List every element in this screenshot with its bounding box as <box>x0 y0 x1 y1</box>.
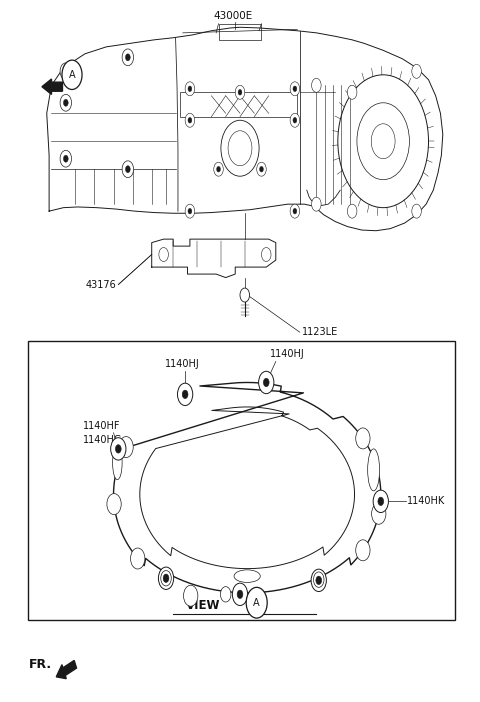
Text: VIEW: VIEW <box>186 599 221 612</box>
Circle shape <box>311 569 326 592</box>
Circle shape <box>348 204 357 218</box>
Text: 1140HJ: 1140HJ <box>165 359 200 369</box>
Circle shape <box>262 248 271 262</box>
Circle shape <box>313 572 324 588</box>
Circle shape <box>63 99 68 106</box>
Circle shape <box>412 204 421 218</box>
Circle shape <box>240 288 250 302</box>
Ellipse shape <box>113 446 122 479</box>
Circle shape <box>161 571 171 586</box>
Circle shape <box>116 444 121 453</box>
Circle shape <box>257 162 266 176</box>
Circle shape <box>125 54 130 61</box>
Circle shape <box>293 208 297 214</box>
Circle shape <box>158 567 174 590</box>
Circle shape <box>214 162 223 176</box>
Circle shape <box>220 587 231 602</box>
Circle shape <box>131 548 145 569</box>
Circle shape <box>246 588 267 618</box>
Circle shape <box>216 166 220 172</box>
Circle shape <box>62 60 82 89</box>
Circle shape <box>111 438 126 460</box>
Circle shape <box>163 574 169 583</box>
Text: FR.: FR. <box>29 658 52 670</box>
Circle shape <box>185 204 195 218</box>
Text: 43176: 43176 <box>85 279 116 289</box>
Circle shape <box>348 86 357 99</box>
Circle shape <box>372 503 386 524</box>
Text: A: A <box>253 597 260 608</box>
Circle shape <box>293 117 297 123</box>
Circle shape <box>356 428 370 449</box>
Circle shape <box>185 82 195 95</box>
Circle shape <box>178 383 193 406</box>
Circle shape <box>412 65 421 79</box>
Circle shape <box>356 540 370 561</box>
Circle shape <box>378 497 384 505</box>
Text: 1140HG: 1140HG <box>83 435 122 445</box>
Circle shape <box>237 590 243 599</box>
Bar <box>28 340 455 620</box>
Circle shape <box>235 86 245 99</box>
Circle shape <box>290 204 300 218</box>
Text: 1123LE: 1123LE <box>302 327 338 337</box>
Circle shape <box>188 86 192 91</box>
Circle shape <box>290 113 300 127</box>
Circle shape <box>290 82 300 95</box>
FancyArrow shape <box>42 79 62 94</box>
Text: 43000E: 43000E <box>213 11 252 21</box>
Circle shape <box>60 94 72 111</box>
Circle shape <box>188 208 192 214</box>
Circle shape <box>107 494 121 515</box>
Circle shape <box>182 390 188 399</box>
Circle shape <box>185 113 195 127</box>
Circle shape <box>183 585 198 607</box>
Circle shape <box>60 150 72 167</box>
Text: 1140HJ: 1140HJ <box>270 350 305 359</box>
Circle shape <box>188 117 192 123</box>
Text: 1140HK: 1140HK <box>407 496 445 506</box>
Circle shape <box>63 68 68 75</box>
Circle shape <box>122 161 133 178</box>
Circle shape <box>63 155 68 162</box>
Circle shape <box>159 248 168 262</box>
Ellipse shape <box>234 570 260 583</box>
Circle shape <box>264 378 269 387</box>
Circle shape <box>60 63 72 80</box>
Circle shape <box>312 197 321 211</box>
Text: 1140HF: 1140HF <box>83 420 120 431</box>
Circle shape <box>232 583 248 606</box>
FancyArrow shape <box>56 661 76 679</box>
Circle shape <box>293 86 297 91</box>
Circle shape <box>312 79 321 92</box>
Circle shape <box>238 89 242 95</box>
Text: A: A <box>69 69 75 80</box>
Circle shape <box>259 371 274 394</box>
Circle shape <box>316 576 322 585</box>
Circle shape <box>122 49 133 66</box>
Ellipse shape <box>368 449 380 491</box>
Circle shape <box>260 166 264 172</box>
Circle shape <box>252 595 266 616</box>
Circle shape <box>125 166 130 173</box>
Circle shape <box>373 490 388 512</box>
Circle shape <box>119 437 133 458</box>
